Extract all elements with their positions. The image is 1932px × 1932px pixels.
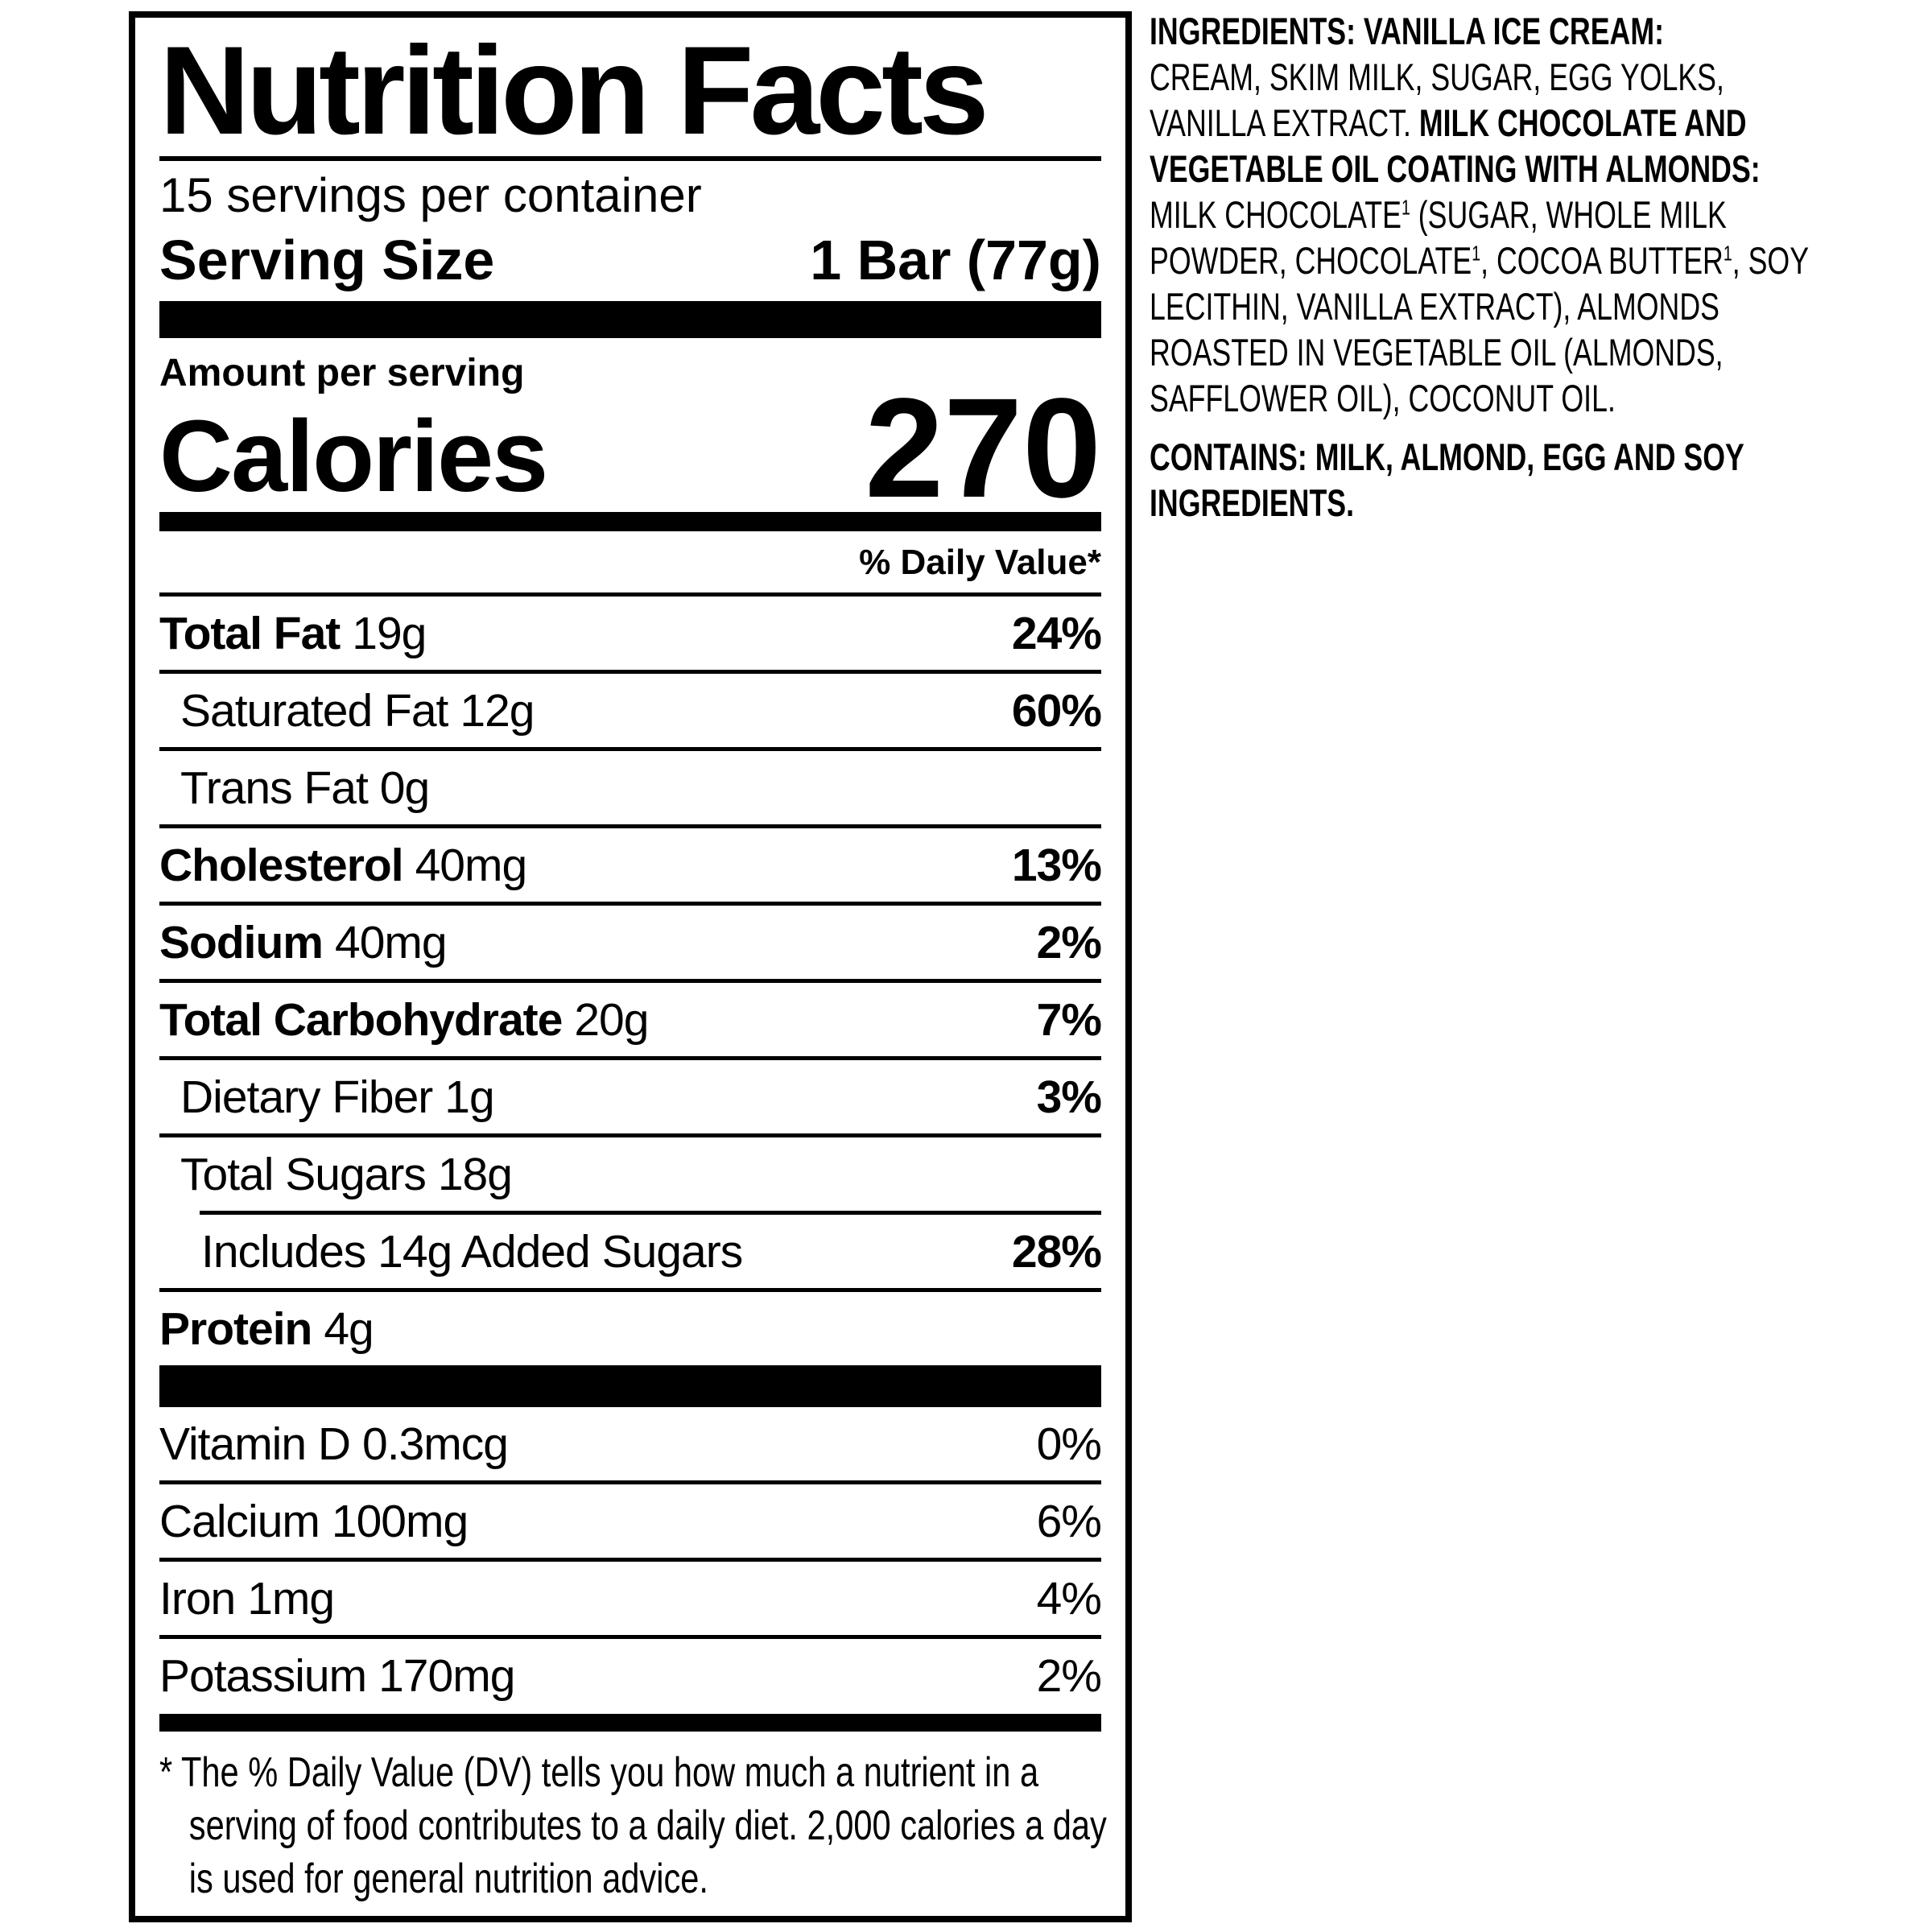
ingredients-paragraph: INGREDIENTS: VANILLA ICE CREAM: CREAM, S… — [1150, 8, 1914, 421]
nutrient-percent: 4% — [1036, 1572, 1102, 1624]
separator — [159, 1480, 1101, 1484]
nutrient-name: Potassium — [159, 1649, 367, 1702]
nutrient-percent: 2% — [1036, 916, 1102, 968]
nutrient-amount: 12g — [460, 684, 535, 737]
calories-value: 270 — [865, 369, 1101, 527]
separator — [159, 824, 1101, 828]
separator — [159, 1056, 1101, 1060]
nutrient-amount: 4g — [324, 1302, 374, 1355]
nutrient-row: Includes 14g Added Sugars 28% — [159, 1215, 1102, 1288]
nutrient-amount: 18g — [437, 1148, 513, 1200]
nutrient-amount: 170mg — [378, 1649, 515, 1702]
nutrient-row: Saturated Fat 12g 60% — [159, 674, 1102, 747]
nutrient-percent: 28% — [1011, 1225, 1102, 1278]
separator — [159, 1558, 1101, 1562]
nutrient-amount: 19g — [352, 607, 427, 659]
nutrient-percent: 6% — [1036, 1495, 1102, 1547]
ingredient-text-run: MILK CHOCOLATE — [1150, 193, 1402, 236]
ingredient-text-run: INGREDIENTS: VANILLA ICE CREAM: — [1150, 10, 1664, 52]
nutrient-percent: 24% — [1011, 607, 1102, 659]
nutrient-percent: 7% — [1036, 993, 1102, 1046]
nutrient-name: Vitamin D — [159, 1418, 351, 1470]
nutrient-name: Saturated Fat — [180, 684, 448, 737]
daily-value-footnote: * The % Daily Value (DV) tells you how m… — [159, 1749, 1107, 1902]
nutrient-rows: Total Fat 19g 24% Saturated Fat 12g 60% … — [159, 597, 1102, 1407]
vitamin-rows: Vitamin D 0.3mcg 0% Calcium 100mg 6% Iro… — [159, 1407, 1102, 1712]
nutrient-row: Trans Fat 0g — [159, 751, 1101, 824]
thick-bar — [159, 1365, 1101, 1407]
calories-row: Calories 270 — [159, 369, 1101, 527]
nutrient-name: Total Carbohydrate — [159, 993, 563, 1046]
serving-size-label: Serving Size — [159, 229, 495, 291]
superscript-marker: 1 — [1723, 242, 1732, 266]
ingredient-text-run: MILK CHOCOLATE AND VEGETABLE OIL COATING… — [1150, 101, 1761, 190]
separator — [159, 1133, 1101, 1137]
nutrient-row: Cholesterol 40mg 13% — [159, 828, 1102, 902]
nutrient-name: Cholesterol — [159, 839, 404, 891]
nutrient-percent: 13% — [1011, 839, 1102, 891]
ingredients-panel: INGREDIENTS: VANILLA ICE CREAM: CREAM, S… — [1150, 8, 1914, 526]
medium-bar — [159, 512, 1101, 531]
nutrient-percent: 60% — [1011, 684, 1102, 737]
nutrient-percent: 0% — [1036, 1418, 1102, 1470]
nutrient-name: Total Sugars — [180, 1148, 427, 1200]
nutrient-name: Sodium — [159, 916, 324, 968]
separator — [159, 979, 1101, 983]
daily-value-header: % Daily Value* — [859, 543, 1101, 582]
nutrient-row: Total Sugars 18g — [159, 1137, 1101, 1211]
serving-size-value: 1 Bar (77g) — [810, 229, 1101, 291]
contains-statement: CONTAINS: MILK, ALMOND, EGG AND SOY INGR… — [1150, 436, 1744, 524]
nutrient-name: Includes 14g Added Sugars — [201, 1225, 743, 1278]
nutrient-name: Iron — [159, 1572, 236, 1624]
separator — [159, 1288, 1101, 1292]
nutrient-name: Total Fat — [159, 607, 341, 659]
nutrient-amount: 20g — [574, 993, 649, 1046]
nutrient-row: Sodium 40mg 2% — [159, 906, 1102, 979]
amount-per-serving: Amount per serving — [159, 352, 525, 394]
nutrient-row: Iron 1mg 4% — [159, 1562, 1102, 1635]
thick-bar-top — [159, 301, 1101, 338]
ingredient-text-run: , SOY LECITHIN, VANILLA EXTRACT), ALMOND… — [1150, 239, 1810, 419]
nutrient-amount: 40mg — [335, 916, 448, 968]
nutrient-row: Vitamin D 0.3mcg 0% — [159, 1407, 1102, 1480]
separator — [159, 670, 1101, 674]
serving-size-row: Serving Size 1 Bar (77g) — [159, 227, 1101, 293]
servings-per-container: 15 servings per container — [159, 168, 702, 222]
label-title: Nutrition Facts — [159, 21, 989, 161]
separator — [159, 747, 1101, 751]
nutrient-name: Trans Fat — [180, 762, 369, 814]
nutrient-row: Dietary Fiber 1g 3% — [159, 1060, 1102, 1133]
nutrient-row: Potassium 170mg 2% — [159, 1639, 1102, 1712]
nutrient-row: Total Carbohydrate 20g 7% — [159, 983, 1102, 1056]
bottom-bar — [159, 1714, 1101, 1732]
superscript-marker: 1 — [1401, 196, 1410, 220]
calories-label: Calories — [159, 399, 548, 513]
nutrient-percent: 3% — [1036, 1071, 1102, 1123]
nutrient-amount: 40mg — [415, 839, 528, 891]
nutrient-name: Calcium — [159, 1495, 320, 1547]
ingredient-text-run: CREAM, SKIM MILK, SUGAR, EGG YOLKS, VANI… — [1150, 56, 1724, 144]
superscript-marker: 1 — [1472, 242, 1481, 266]
nutrient-row: Calcium 100mg 6% — [159, 1484, 1102, 1558]
title-divider — [159, 156, 1101, 161]
nutrition-facts-label: Nutrition Facts 15 servings per containe… — [129, 11, 1132, 1922]
nutrient-amount: 1mg — [247, 1572, 335, 1624]
nutrient-row: Protein 4g — [159, 1292, 1101, 1365]
separator — [159, 902, 1101, 906]
nutrient-name: Protein — [159, 1302, 312, 1355]
separator — [159, 1635, 1101, 1639]
nutrient-name: Dietary Fiber — [180, 1071, 433, 1123]
nutrient-amount: 0g — [379, 762, 430, 814]
nutrient-amount: 100mg — [331, 1495, 469, 1547]
ingredient-text-run: , COCOA BUTTER — [1480, 239, 1724, 282]
nutrient-percent: 2% — [1036, 1649, 1102, 1702]
separator-indented — [200, 1211, 1101, 1215]
nutrient-amount: 0.3mcg — [362, 1418, 509, 1470]
nutrient-row: Total Fat 19g 24% — [159, 597, 1102, 670]
separator — [159, 592, 1101, 597]
ingredient-text-run: (SUGAR, WHOLE MILK POWDER, CHOCOLATE — [1150, 193, 1727, 282]
nutrient-amount: 1g — [444, 1071, 494, 1123]
